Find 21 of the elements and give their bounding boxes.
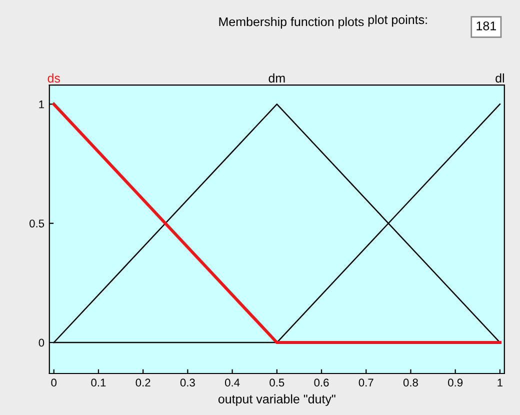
x-tick-label: 0.1: [91, 378, 106, 387]
x-axis-title: output variable "duty": [218, 394, 336, 406]
x-tick-label: 0.6: [314, 378, 329, 387]
y-tick-label: 0: [38, 338, 44, 347]
y-tick-label: 1: [39, 100, 44, 108]
x-tick-label: 0.7: [358, 378, 374, 387]
series-label: dm: [268, 73, 285, 83]
x-tick-label: 0.9: [448, 378, 463, 387]
x-tick-label: 0.8: [403, 378, 418, 387]
text: 181: [476, 21, 496, 30]
x-tick-label: 0.5: [270, 378, 284, 387]
x-tick-label: 0: [51, 378, 57, 387]
text: plot points:: [368, 14, 427, 27]
y-tick-label: 0.5: [30, 220, 44, 228]
x-tick-label: 1: [498, 378, 502, 386]
chart-title: Membership function plots: [219, 17, 364, 29]
x-tick-label: 0.3: [180, 378, 195, 387]
x-tick-label: 0.2: [136, 378, 150, 387]
series-label: dl: [496, 73, 504, 83]
x-tick-label: 0.4: [225, 378, 240, 387]
series-label: ds: [48, 73, 60, 83]
